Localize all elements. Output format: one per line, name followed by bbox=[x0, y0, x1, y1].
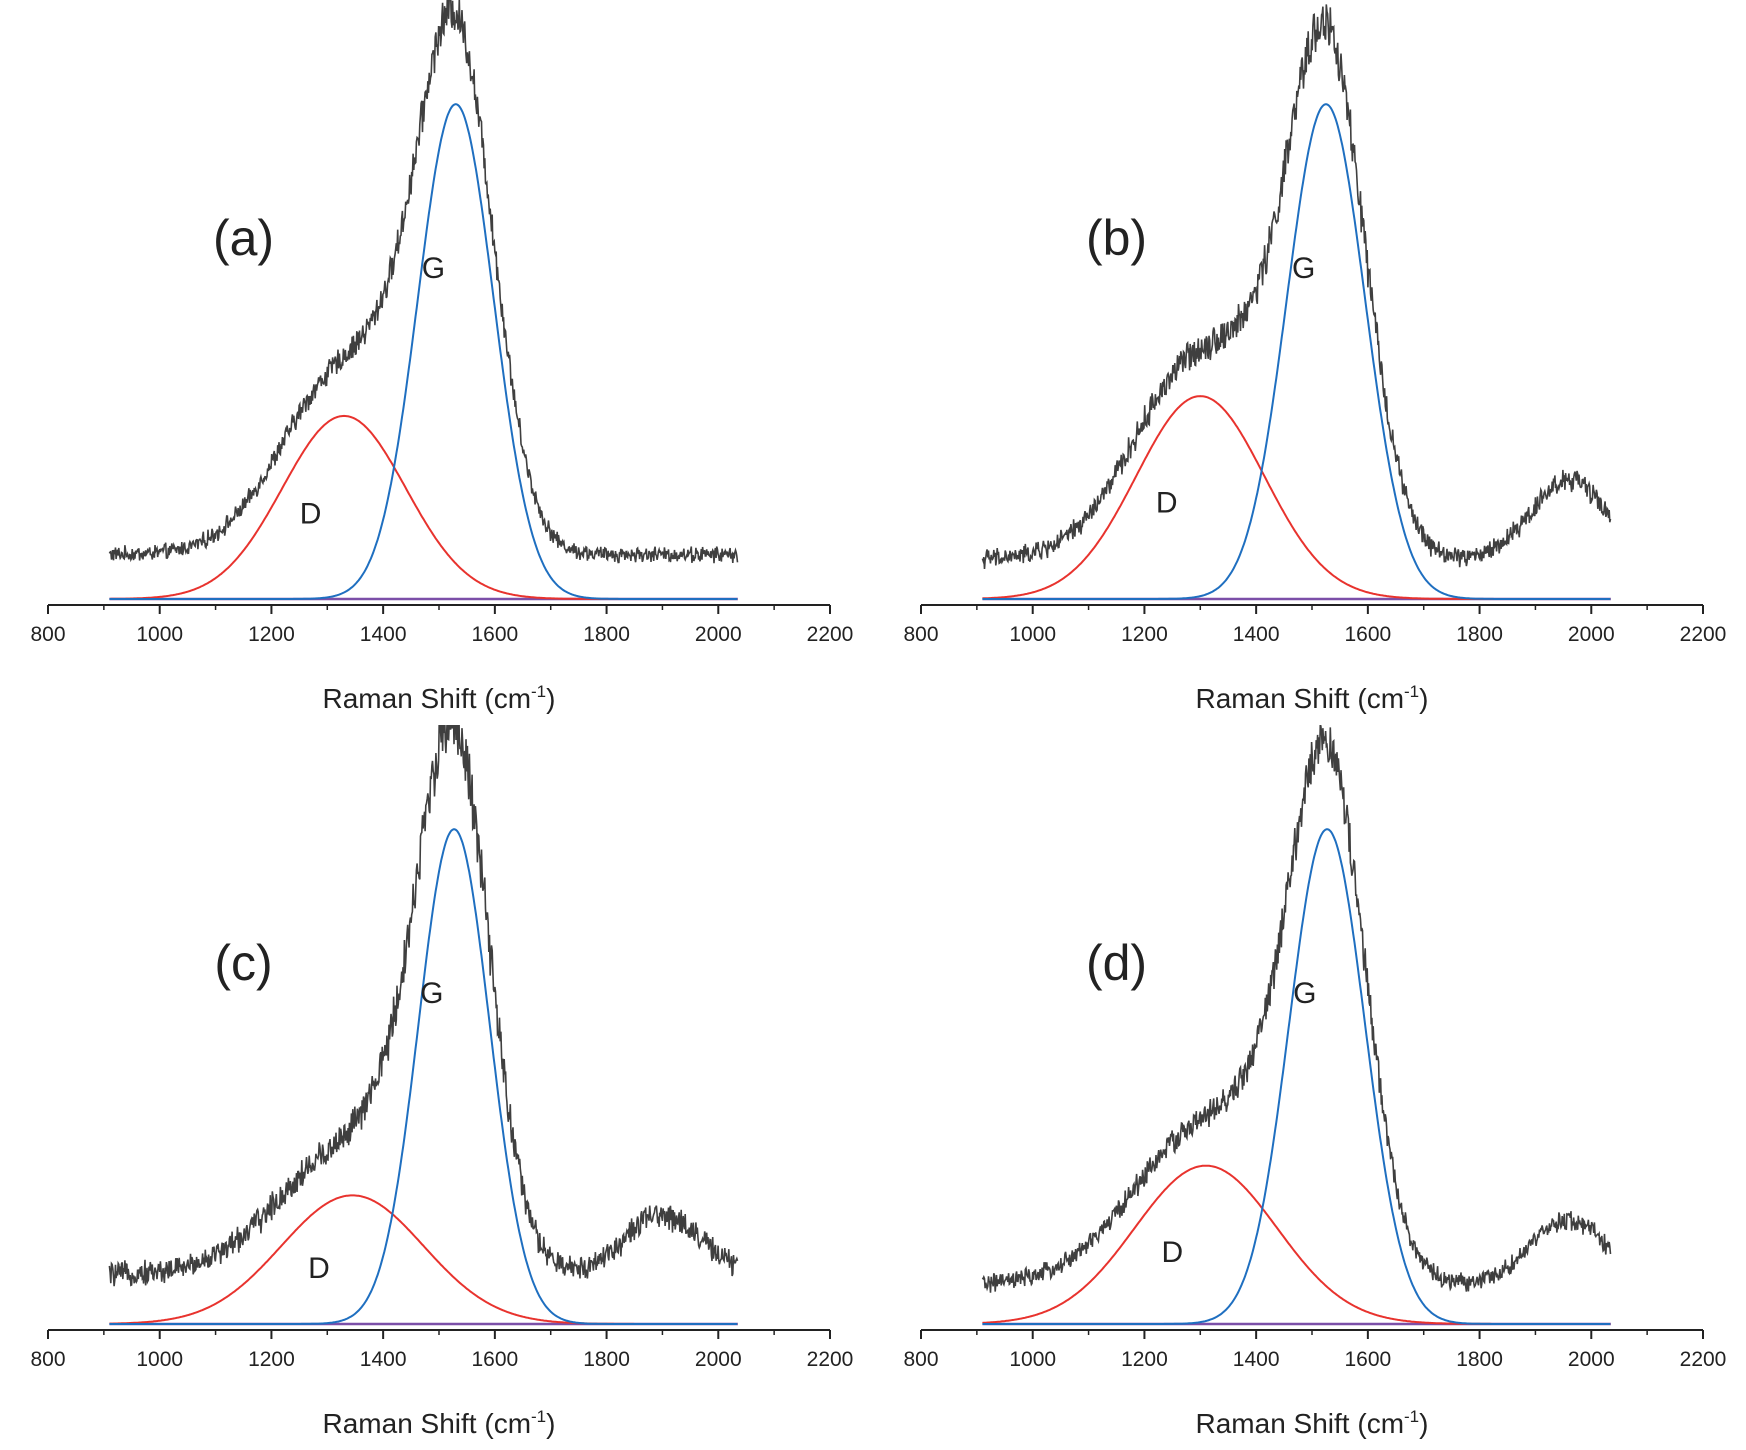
peak-label-d-c: D bbox=[308, 1252, 330, 1285]
x-axis-title-b: Raman Shift (cm-1) bbox=[1196, 682, 1429, 714]
x-tick-label-a-5: 1800 bbox=[583, 623, 630, 646]
x-axis-title-sup-d: -1 bbox=[1404, 1407, 1419, 1426]
x-tick-label-c-3: 1400 bbox=[360, 1348, 407, 1371]
x-axis-title-d: Raman Shift (cm-1) bbox=[1196, 1407, 1429, 1439]
x-tick-label-a-4: 1600 bbox=[471, 623, 518, 646]
x-axis-title-main-c: Raman Shift (cm bbox=[323, 1408, 532, 1439]
x-tick-label-b-3: 1400 bbox=[1233, 623, 1280, 646]
x-axis-title-sup-c: -1 bbox=[531, 1407, 546, 1426]
x-tick-label-c-7: 2200 bbox=[807, 1348, 854, 1371]
plot-area-a bbox=[108, 0, 739, 601]
x-tick-label-c-6: 2000 bbox=[695, 1348, 742, 1371]
chart-b: 800 1000 1200 1400 1600 1800 2000 2200 (b) D G … bbox=[903, 4, 1726, 714]
x-tick-label-b-5: 1800 bbox=[1456, 623, 1503, 646]
x-axis-title-main-b: Raman Shift (cm bbox=[1196, 683, 1405, 714]
x-axis-title-sup-a: -1 bbox=[531, 682, 546, 701]
panel-a: 800 1000 1200 1400 1600 1800 2000 2200 (a) D G … bbox=[0, 0, 873, 725]
x-axis-title-close-a: ) bbox=[546, 683, 555, 714]
chart-d: 800 1000 1200 1400 1600 1800 2000 2200 (d) D G … bbox=[903, 725, 1726, 1439]
x-axis-title-main-a: Raman Shift (cm bbox=[323, 683, 532, 714]
plot-area-c bbox=[108, 725, 739, 1326]
raw-spectrum-line-d bbox=[981, 725, 1612, 1293]
x-tick-label-c-2: 1200 bbox=[248, 1348, 295, 1371]
x-tick-label-a-0: 800 bbox=[30, 623, 65, 646]
d-band-line-d bbox=[982, 1164, 1611, 1325]
x-ticks-b: 800 1000 1200 1400 1600 1800 2000 2200 bbox=[903, 605, 1726, 646]
x-axis-title-main-d: Raman Shift (cm bbox=[1196, 1408, 1405, 1439]
panel-c: 800 1000 1200 1400 1600 1800 2000 2200 (c) D G … bbox=[0, 725, 873, 1450]
x-ticks-a: 800 1000 1200 1400 1600 1800 2000 2200 bbox=[30, 605, 853, 646]
panel-label-d: (d) bbox=[1086, 935, 1147, 991]
x-ticks-c: 800 1000 1200 1400 1600 1800 2000 2200 bbox=[30, 1330, 853, 1371]
chart-a: 800 1000 1200 1400 1600 1800 2000 2200 (a) D G … bbox=[30, 0, 853, 714]
chart-c: 800 1000 1200 1400 1600 1800 2000 2200 (c) D G … bbox=[30, 725, 853, 1439]
x-tick-label-b-0: 800 bbox=[903, 623, 938, 646]
peak-label-g-b: G bbox=[1292, 252, 1315, 285]
x-tick-label-b-7: 2200 bbox=[1680, 623, 1727, 646]
peak-label-g-a: G bbox=[422, 252, 445, 285]
x-tick-label-a-7: 2200 bbox=[807, 623, 854, 646]
x-tick-label-b-1: 1000 bbox=[1009, 623, 1056, 646]
x-tick-label-d-5: 1800 bbox=[1456, 1348, 1503, 1371]
plot-area-b bbox=[981, 4, 1612, 601]
x-tick-label-d-0: 800 bbox=[903, 1348, 938, 1371]
x-tick-label-b-4: 1600 bbox=[1344, 623, 1391, 646]
panel-label-a: (a) bbox=[213, 210, 274, 266]
x-tick-label-d-1: 1000 bbox=[1009, 1348, 1056, 1371]
x-axis-title-close-d: ) bbox=[1419, 1408, 1428, 1439]
g-band-line-d bbox=[982, 828, 1611, 1325]
x-tick-label-c-4: 1600 bbox=[471, 1348, 518, 1371]
x-tick-label-b-2: 1200 bbox=[1121, 623, 1168, 646]
raw-spectrum-line-c bbox=[108, 725, 739, 1287]
panel-d: 800 1000 1200 1400 1600 1800 2000 2200 (d) D G … bbox=[873, 725, 1746, 1450]
raw-spectrum-line-a bbox=[108, 0, 739, 564]
peak-label-g-c: G bbox=[420, 977, 443, 1010]
x-tick-label-a-2: 1200 bbox=[248, 623, 295, 646]
x-ticks-d: 800 1000 1200 1400 1600 1800 2000 2200 bbox=[903, 1330, 1726, 1371]
x-axis-title-close-b: ) bbox=[1419, 683, 1428, 714]
x-axis-title-a: Raman Shift (cm-1) bbox=[323, 682, 556, 714]
panel-label-b: (b) bbox=[1086, 210, 1147, 266]
peak-label-g-d: G bbox=[1293, 977, 1316, 1010]
x-tick-label-c-5: 1800 bbox=[583, 1348, 630, 1371]
x-tick-label-d-7: 2200 bbox=[1680, 1348, 1727, 1371]
d-band-line-a bbox=[109, 414, 738, 600]
raw-spectrum-line-b bbox=[981, 4, 1612, 570]
x-axis-title-sup-b: -1 bbox=[1404, 682, 1419, 701]
g-band-line-c bbox=[109, 828, 738, 1325]
g-band-line-b bbox=[982, 103, 1611, 600]
x-tick-label-d-4: 1600 bbox=[1344, 1348, 1391, 1371]
d-band-line-b bbox=[982, 395, 1611, 600]
x-tick-label-c-1: 1000 bbox=[136, 1348, 183, 1371]
x-tick-label-d-2: 1200 bbox=[1121, 1348, 1168, 1371]
x-tick-label-d-6: 2000 bbox=[1568, 1348, 1615, 1371]
peak-label-d-d: D bbox=[1162, 1236, 1184, 1269]
panel-b: 800 1000 1200 1400 1600 1800 2000 2200 (b) D G … bbox=[873, 0, 1746, 725]
x-axis-title-close-c: ) bbox=[546, 1408, 555, 1439]
panel-label-c: (c) bbox=[214, 935, 272, 991]
x-tick-label-d-3: 1400 bbox=[1233, 1348, 1280, 1371]
x-tick-label-a-3: 1400 bbox=[360, 623, 407, 646]
peak-label-d-b: D bbox=[1156, 486, 1178, 519]
x-tick-label-b-6: 2000 bbox=[1568, 623, 1615, 646]
g-band-line-a bbox=[109, 103, 738, 600]
x-tick-label-a-6: 2000 bbox=[695, 623, 742, 646]
plot-area-d bbox=[981, 725, 1612, 1326]
x-axis-title-c: Raman Shift (cm-1) bbox=[323, 1407, 556, 1439]
peak-label-d-a: D bbox=[300, 497, 322, 530]
x-tick-label-c-0: 800 bbox=[30, 1348, 65, 1371]
x-tick-label-a-1: 1000 bbox=[136, 623, 183, 646]
